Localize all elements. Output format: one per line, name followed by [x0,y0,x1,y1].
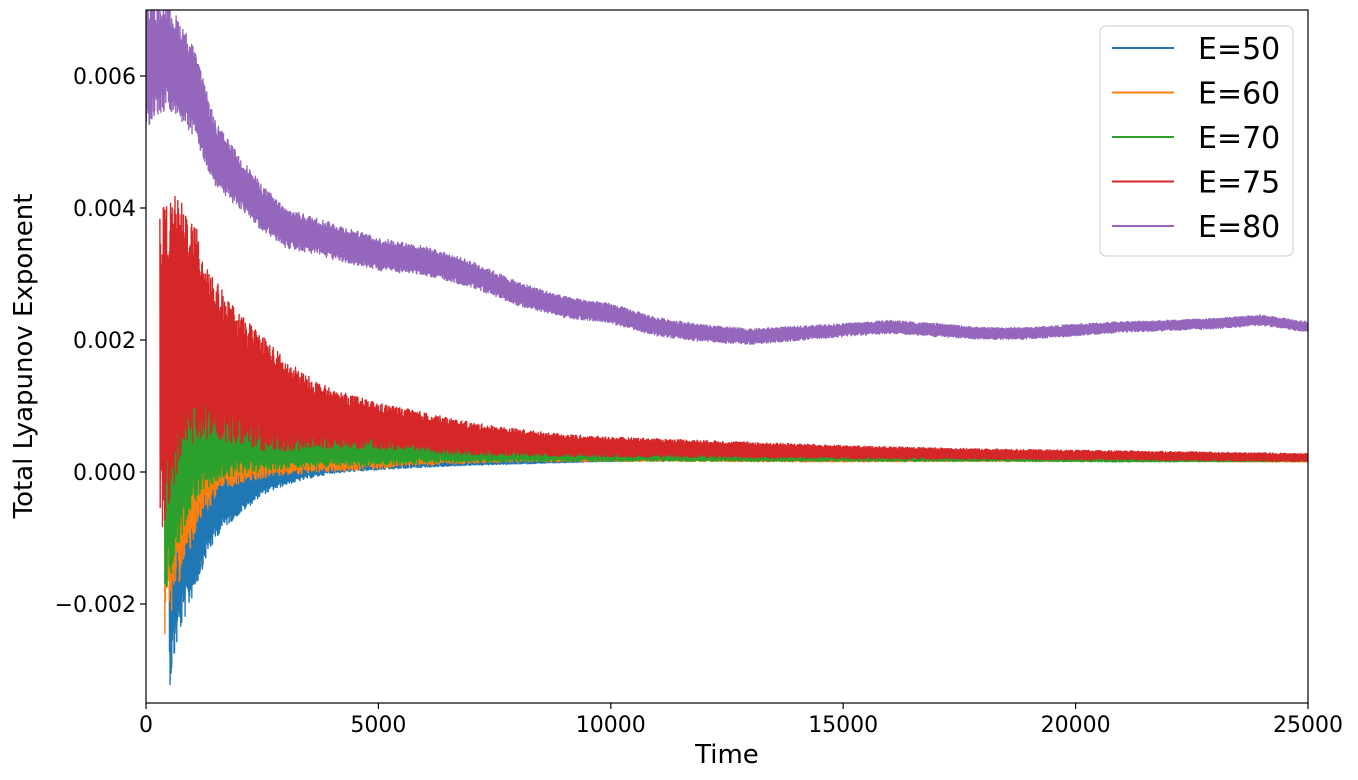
x-tick-label: 20000 [1041,713,1111,738]
legend-box [1099,25,1294,257]
series-line-e80 [146,10,1308,345]
series-line-e50 [168,456,1308,686]
legend: E=50 E=60 E=70 E=75 E=80 [1099,25,1294,257]
y-tick-label: 0.006 [73,65,136,90]
legend-label: E=75 [1198,166,1280,201]
y-tick-label: 0.000 [73,461,136,486]
y-axis: −0.002 0.000 0.002 0.004 0.006 [55,65,146,618]
plot-frame [145,9,1309,704]
x-tick-label: 0 [139,713,153,738]
series-layer [146,10,1308,686]
y-tick-label: 0.004 [73,197,136,222]
x-tick-label: 15000 [808,713,878,738]
x-axis-title: Time [694,740,759,770]
series-line-e75 [159,195,1308,528]
y-tick-label: −0.002 [55,593,136,618]
y-axis-title: Total Lyapunov Exponent [9,194,39,520]
legend-label: E=70 [1198,121,1280,156]
x-tick-label: 5000 [350,713,406,738]
y-tick-label: 0.002 [73,329,136,354]
x-tick-label: 10000 [576,713,646,738]
legend-label: E=60 [1198,77,1280,112]
legend-label: E=50 [1198,32,1280,67]
legend-label: E=80 [1198,210,1280,245]
x-tick-label: 25000 [1273,713,1343,738]
x-axis: 0 5000 10000 15000 20000 25000 [139,703,1343,738]
